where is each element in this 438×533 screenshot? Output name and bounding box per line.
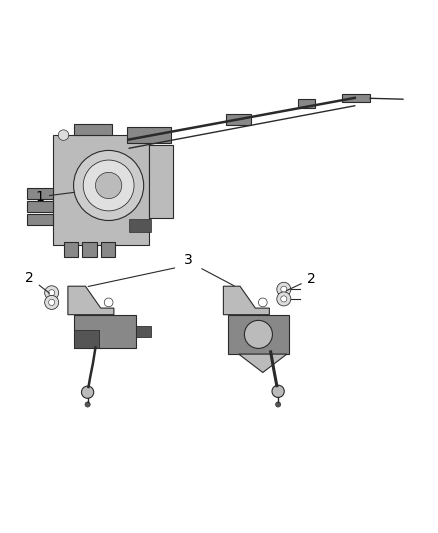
Polygon shape <box>342 94 370 102</box>
Circle shape <box>276 402 281 407</box>
Circle shape <box>272 385 284 398</box>
Circle shape <box>74 150 144 221</box>
Circle shape <box>277 282 291 296</box>
Text: 3: 3 <box>184 253 193 268</box>
Polygon shape <box>53 135 149 245</box>
Polygon shape <box>228 314 289 354</box>
Circle shape <box>258 298 267 307</box>
Circle shape <box>104 298 113 307</box>
Circle shape <box>85 402 90 407</box>
Circle shape <box>49 300 55 305</box>
Circle shape <box>49 290 55 296</box>
Polygon shape <box>223 286 269 314</box>
Text: 1: 1 <box>35 190 74 204</box>
Circle shape <box>45 286 59 300</box>
Circle shape <box>81 386 94 398</box>
Polygon shape <box>64 243 78 257</box>
Polygon shape <box>136 326 151 336</box>
Polygon shape <box>127 127 171 143</box>
Polygon shape <box>68 286 114 314</box>
Text: 2: 2 <box>286 272 315 290</box>
Polygon shape <box>226 114 251 125</box>
Polygon shape <box>74 330 99 348</box>
Circle shape <box>244 320 272 349</box>
Text: 2: 2 <box>25 271 49 293</box>
Circle shape <box>277 292 291 306</box>
Polygon shape <box>239 354 287 373</box>
Polygon shape <box>74 124 112 135</box>
Polygon shape <box>129 219 151 232</box>
Circle shape <box>281 286 287 292</box>
Circle shape <box>281 296 287 302</box>
Polygon shape <box>149 145 173 219</box>
Polygon shape <box>101 243 115 257</box>
Circle shape <box>95 172 122 199</box>
Circle shape <box>83 160 134 211</box>
Circle shape <box>58 130 69 140</box>
Polygon shape <box>27 201 53 212</box>
Polygon shape <box>298 99 315 108</box>
Circle shape <box>45 295 59 310</box>
Polygon shape <box>27 188 53 199</box>
Polygon shape <box>82 243 97 257</box>
Polygon shape <box>27 214 53 225</box>
Polygon shape <box>74 314 136 348</box>
